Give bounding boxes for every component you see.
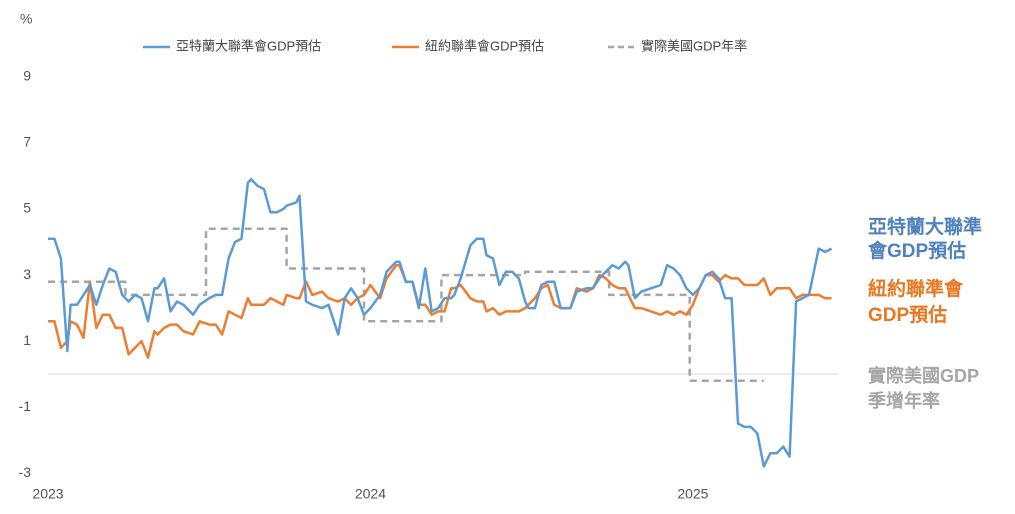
legend-label: 紐約聯準會GDP預估 [425,38,544,53]
y-axis-label: % [20,11,32,27]
legend-label: 亞特蘭大聯準會GDP預估 [176,38,321,53]
x-tick-label: 2024 [355,486,386,502]
annotation: 實際美國GDP [868,365,979,386]
y-tick-label: -1 [19,398,32,414]
x-tick-label: 2023 [32,486,63,502]
annotation: 會GDP預估 [868,239,966,262]
y-tick-label: 9 [23,68,31,84]
annotation: GDP預估 [868,303,947,326]
series-line [48,263,832,359]
y-tick-label: 1 [23,332,31,348]
annotation: 季增年率 [868,390,940,411]
series-line [48,178,833,468]
annotation: 亞特蘭大聯準 [868,215,982,238]
series-line [48,227,764,382]
legend-label: 實際美國GDP年率 [641,38,747,53]
y-tick-label: 3 [23,266,31,282]
y-tick-label: 7 [23,134,31,150]
y-tick-label: 5 [23,200,31,216]
y-tick-label: -3 [19,464,32,480]
x-tick-label: 2025 [677,486,708,502]
annotation: 紐約聯準會 [868,277,964,300]
